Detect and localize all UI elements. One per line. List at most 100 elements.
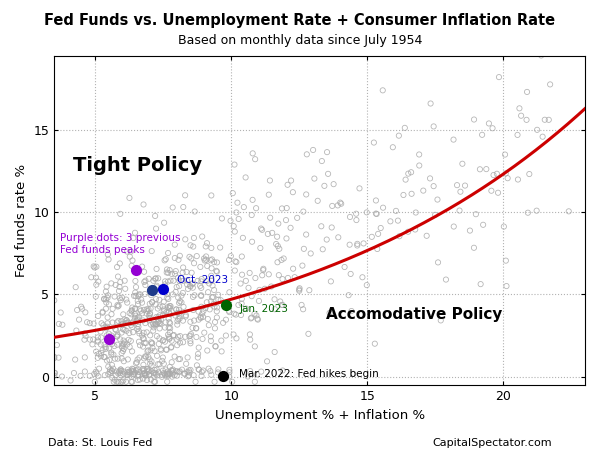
Point [503,175,512,182]
Point [173,274,183,281]
Point [88,336,98,343]
Point [134,313,144,320]
Point [155,320,164,327]
Point [229,310,239,317]
Point [160,370,169,378]
Point [138,343,148,350]
Point [122,327,131,334]
Point [288,189,298,196]
Point [218,372,228,379]
Point [100,341,109,348]
Point [436,317,446,324]
Point [220,372,230,379]
Point [532,126,542,133]
Point [484,120,494,127]
Point [188,324,197,332]
Point [111,372,121,379]
Point [272,259,282,266]
Point [429,123,439,130]
Point [501,170,511,177]
Point [143,368,153,375]
Point [135,376,145,383]
Point [101,345,110,352]
Point [161,319,170,326]
Point [164,315,173,322]
Point [139,279,149,286]
Point [97,349,106,356]
Point [153,319,163,326]
Point [253,315,262,322]
Point [207,277,217,284]
Point [371,210,381,217]
Point [148,344,157,351]
Point [362,282,371,289]
Point [86,274,96,281]
Point [455,207,464,214]
Point [295,287,304,294]
Point [564,208,574,215]
Point [115,295,125,302]
Point [94,373,103,380]
Point [163,304,173,311]
Point [115,210,125,217]
Point [154,316,163,323]
Point [170,270,180,278]
Point [123,371,133,378]
Point [245,331,254,338]
Point [230,267,239,274]
Point [104,301,114,308]
Point [161,309,171,316]
Point [278,302,287,309]
Point [110,325,120,333]
Point [170,241,179,248]
Point [186,330,196,338]
Text: Mar. 2022: Fed hikes begin: Mar. 2022: Fed hikes begin [239,369,379,379]
Point [182,269,191,276]
Point [367,233,377,240]
Point [170,353,179,360]
Point [141,339,151,346]
Point [214,296,223,303]
Point [131,305,140,312]
Point [134,323,143,330]
Point [274,220,283,227]
Point [247,238,257,245]
Point [162,346,172,354]
Point [102,283,112,290]
Point [222,304,232,311]
Point [158,337,167,344]
Point [91,274,101,281]
Point [165,302,175,310]
Point [201,253,211,260]
Point [189,234,199,242]
Point [218,319,228,326]
Point [159,360,169,367]
Point [101,324,110,331]
Point [130,289,140,296]
Point [167,373,177,380]
Point [142,306,152,313]
Point [108,305,118,312]
Point [455,188,465,195]
Point [391,207,401,215]
Point [192,362,202,369]
Point [135,306,145,313]
Point [113,303,122,310]
Point [165,328,175,336]
Point [115,283,124,290]
Point [310,175,319,182]
Point [119,326,129,333]
Point [206,192,216,199]
Point [109,365,118,372]
Text: Tight Policy: Tight Policy [73,156,202,175]
Point [197,303,206,310]
Point [97,334,106,341]
Point [178,203,188,211]
Point [281,235,291,242]
Point [299,245,308,252]
Point [241,174,250,181]
Point [154,340,164,347]
Point [163,249,173,256]
Point [289,265,298,272]
Point [120,277,130,284]
